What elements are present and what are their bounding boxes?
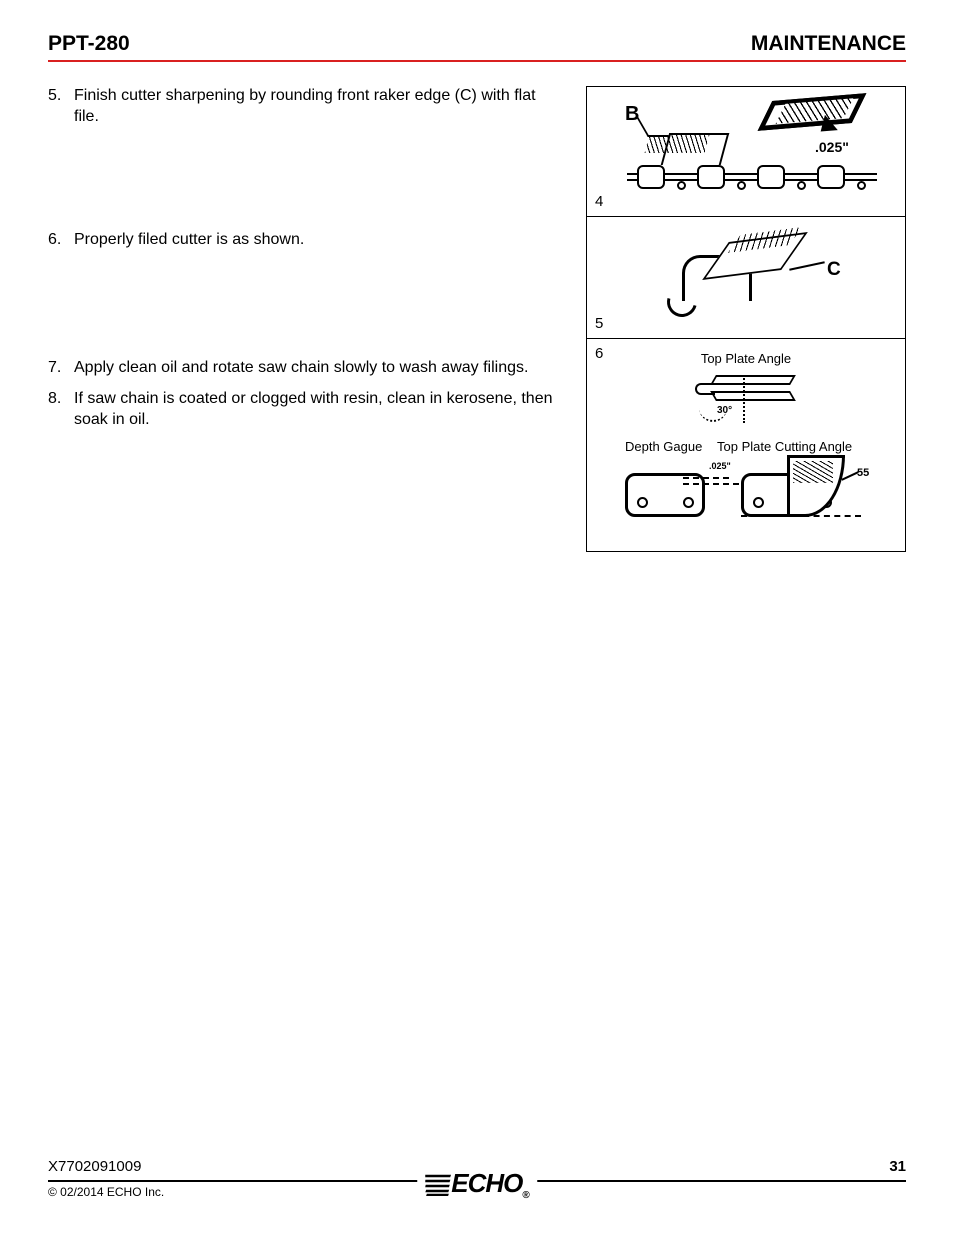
callout-C: C — [827, 259, 841, 281]
figure-panel-5: 5 C — [587, 217, 905, 339]
callout-B: B — [625, 103, 639, 126]
figure-panel-6: 6 Top Plate Angle 30° Depth Gague Top Pl… — [587, 339, 905, 551]
step-text: Finish cutter sharpening by rounding fro… — [74, 86, 558, 128]
document-id: X7702091009 — [48, 1158, 141, 1177]
step-7: 7. Apply clean oil and rotate saw chain … — [48, 358, 558, 379]
label-top-plate-cutting: Top Plate Cutting Angle — [717, 439, 852, 454]
step-text: Properly filed cutter is as shown. — [74, 230, 558, 251]
step-8: 8. If saw chain is coated or clogged wit… — [48, 389, 558, 431]
base-dash-icon — [741, 515, 861, 517]
step-5: 5. Finish cutter sharpening by rounding … — [48, 86, 558, 128]
cutter-hatch-icon — [645, 135, 710, 153]
panel-number: 4 — [595, 193, 603, 210]
header-section: MAINTENANCE — [751, 32, 906, 56]
figure-box: 4 B .025" — [586, 86, 906, 552]
callout-leader — [789, 261, 825, 270]
rivet-hole-icon — [683, 497, 694, 508]
gauge-dash-icon — [683, 483, 739, 485]
instructions-column: 5. Finish cutter sharpening by rounding … — [48, 86, 566, 552]
panel-number: 5 — [595, 315, 603, 332]
rivet-hole-icon — [637, 497, 648, 508]
angle-30-label: 30° — [717, 405, 732, 416]
step-number: 5. — [48, 86, 74, 128]
chain-link-icon — [625, 473, 705, 517]
step-number: 8. — [48, 389, 74, 431]
cutter-hatch-icon — [793, 461, 833, 483]
figure-panel-4: 4 B .025" — [587, 87, 905, 217]
logo-text: ECHO — [451, 1168, 522, 1198]
dash-line-icon — [743, 375, 745, 423]
label-depth-gauge: Depth Gague — [625, 439, 702, 454]
step-text: If saw chain is coated or clogged with r… — [74, 389, 558, 431]
figure-column: 4 B .025" — [586, 86, 906, 552]
label-top-plate-angle: Top Plate Angle — [587, 351, 905, 366]
logo-stripes-icon — [425, 1168, 451, 1199]
step-text: Apply clean oil and rotate saw chain slo… — [74, 358, 558, 379]
gauge-dash-icon — [683, 477, 729, 479]
rivet-hole-icon — [753, 497, 764, 508]
step-number: 7. — [48, 358, 74, 379]
step-6: 6. Properly filed cutter is as shown. — [48, 230, 558, 251]
header-model: PPT-280 — [48, 32, 130, 56]
page-number: 31 — [889, 1158, 906, 1177]
leader-line-icon — [841, 471, 858, 480]
page-footer: X7702091009 31 ECHO® © 02/2014 ECHO Inc. — [48, 1158, 906, 1199]
step-number: 6. — [48, 230, 74, 251]
content-columns: 5. Finish cutter sharpening by rounding … — [48, 86, 906, 552]
measurement-025-small: .025" — [709, 461, 731, 471]
angle-55-label: 55 — [857, 467, 869, 479]
measurement-025: .025" — [815, 139, 849, 155]
chain-icon — [627, 157, 877, 195]
page-header: PPT-280 MAINTENANCE — [48, 32, 906, 62]
echo-logo: ECHO® — [417, 1168, 537, 1201]
